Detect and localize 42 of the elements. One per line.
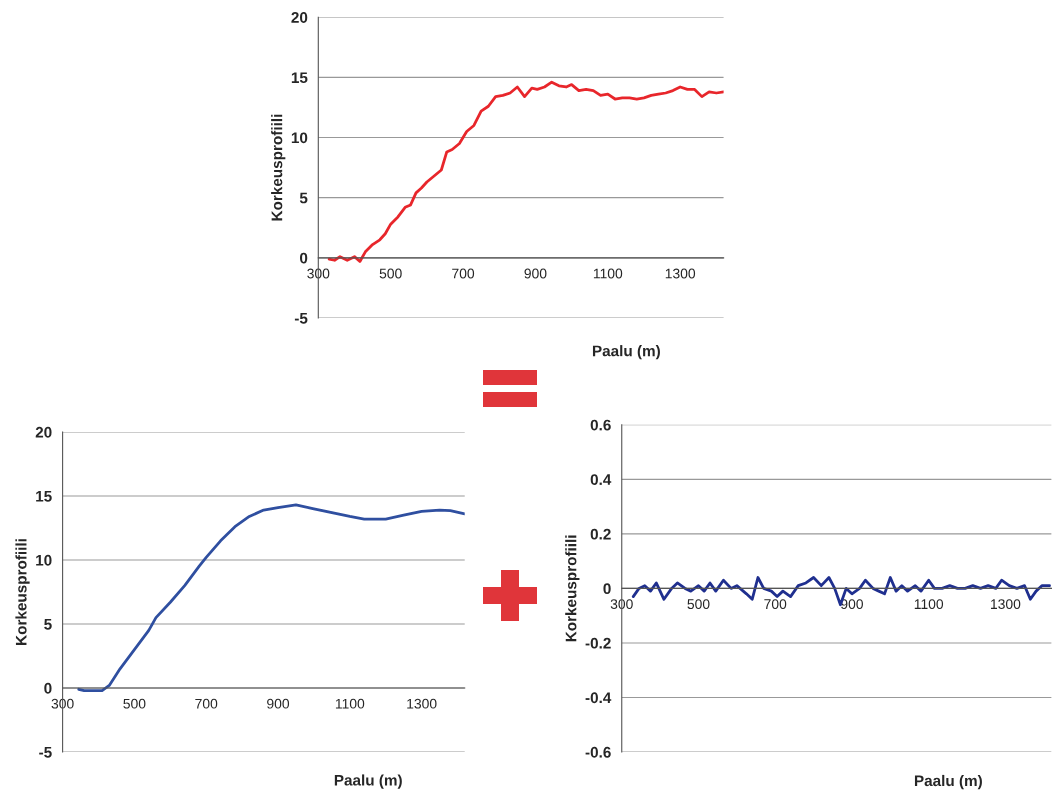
y-tick-label: -5 bbox=[294, 313, 308, 324]
x-tick-label: 700 bbox=[195, 698, 218, 709]
y-axis-title: Korkeusprofiili bbox=[565, 535, 580, 642]
x-axis-title: Paalu (m) bbox=[914, 774, 982, 790]
y-tick-label: -5 bbox=[39, 747, 52, 758]
x-tick-label: 700 bbox=[764, 599, 787, 610]
y-tick-label: 15 bbox=[291, 72, 308, 84]
x-tick-label: 500 bbox=[687, 599, 710, 610]
y-tick-label: 0.6 bbox=[590, 419, 611, 431]
x-tick-label: 1100 bbox=[335, 698, 365, 709]
x-tick-label: 900 bbox=[524, 268, 547, 279]
line-series bbox=[631, 576, 1051, 607]
x-tick-label: 700 bbox=[452, 268, 475, 279]
x-axis-title: Paalu (m) bbox=[334, 774, 402, 789]
y-tick-label: 10 bbox=[36, 554, 52, 566]
y-tick-label: -0.2 bbox=[585, 637, 611, 649]
line-series bbox=[77, 503, 465, 692]
y-tick-label: 0 bbox=[299, 252, 308, 264]
y-tick-label: 10 bbox=[291, 132, 308, 144]
y-tick-label: 15 bbox=[36, 491, 52, 502]
x-tick-label: 1300 bbox=[407, 698, 437, 709]
y-axis-title: Korkeusprofiili bbox=[15, 539, 30, 645]
line-series bbox=[327, 80, 724, 263]
x-tick-label: 1100 bbox=[593, 268, 623, 279]
x-tick-label: 500 bbox=[379, 268, 402, 279]
y-axis-title: Korkeusprofiili bbox=[271, 114, 286, 221]
x-tick-label: 900 bbox=[267, 698, 290, 709]
y-tick-label: -0.4 bbox=[585, 692, 612, 704]
y-tick-label: 0.2 bbox=[590, 528, 611, 540]
y-tick-label: 20 bbox=[35, 426, 52, 438]
x-tick-label: 500 bbox=[123, 698, 146, 709]
y-tick-label: 5 bbox=[44, 619, 52, 630]
y-tick-label: 0 bbox=[44, 682, 52, 694]
x-tick-label: 1300 bbox=[665, 268, 696, 279]
x-tick-label: 1300 bbox=[991, 599, 1021, 610]
y-tick-label: 0.4 bbox=[590, 474, 612, 486]
x-tick-label: 1100 bbox=[914, 599, 944, 610]
y-tick-label: 0 bbox=[603, 583, 611, 595]
y-tick-label: 20 bbox=[291, 12, 308, 23]
y-tick-label: 5 bbox=[299, 192, 308, 204]
y-tick-label: -0.6 bbox=[585, 746, 611, 758]
x-axis-title: Paalu (m) bbox=[592, 345, 660, 360]
